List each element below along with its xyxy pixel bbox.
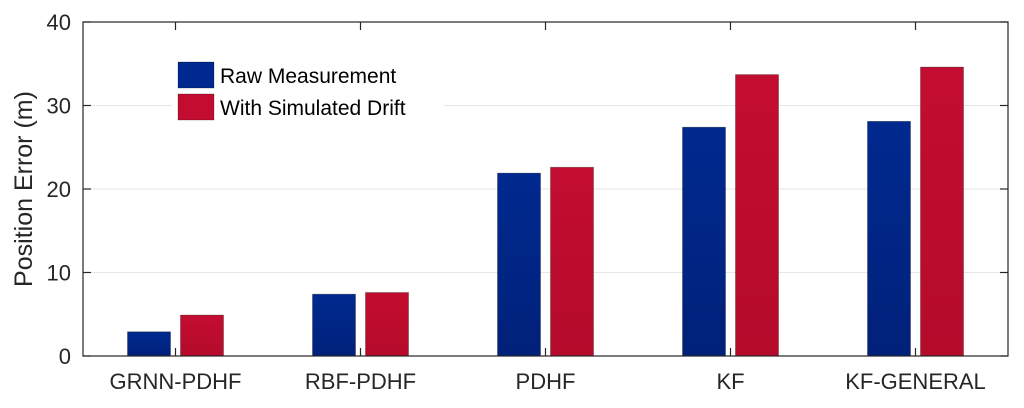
bar-raw-measurement-kf-general	[867, 120, 911, 357]
bar-simulated-drift-kf-general	[920, 66, 964, 357]
y-tick-label: 20	[47, 177, 71, 202]
bar-raw-measurement-kf	[682, 126, 726, 357]
x-category-label: GRNN-PDHF	[110, 369, 242, 394]
x-category-label: RBF-PDHF	[305, 369, 416, 394]
bar-raw-measurement-rbf-pdhf	[312, 293, 356, 357]
y-tick-label: 30	[47, 94, 71, 119]
bar-raw-measurement-pdhf	[497, 172, 541, 357]
bar-simulated-drift-kf	[735, 74, 779, 357]
bar-simulated-drift-pdhf	[550, 166, 594, 357]
legend-label: With Simulated Drift	[220, 97, 406, 120]
legend-swatch	[177, 93, 215, 121]
bar-simulated-drift-grnn-pdhf	[180, 314, 224, 357]
legend-label: Raw Measurement	[220, 65, 396, 88]
y-axis-title: Position Error (m)	[10, 91, 38, 287]
axes	[82, 21, 1009, 357]
y-tick-label: 10	[47, 261, 71, 286]
y-tick-label: 0	[59, 344, 71, 369]
y-tick-label: 40	[47, 10, 71, 35]
legend-box	[171, 51, 445, 129]
y-tick-labels: 0 10 20 30 40	[47, 10, 71, 369]
bars	[127, 66, 964, 357]
bar-simulated-drift-rbf-pdhf	[365, 292, 409, 357]
legend: Raw Measurement With Simulated Drift	[171, 51, 445, 129]
x-category-label: PDHF	[516, 369, 576, 394]
bar-raw-measurement-grnn-pdhf	[127, 331, 171, 357]
x-category-labels: GRNN-PDHF RBF-PDHF PDHF KF KF-GENERAL	[110, 369, 986, 394]
x-category-label: KF-GENERAL	[845, 369, 986, 394]
legend-swatch	[177, 61, 215, 89]
x-category-label: KF	[716, 369, 744, 394]
